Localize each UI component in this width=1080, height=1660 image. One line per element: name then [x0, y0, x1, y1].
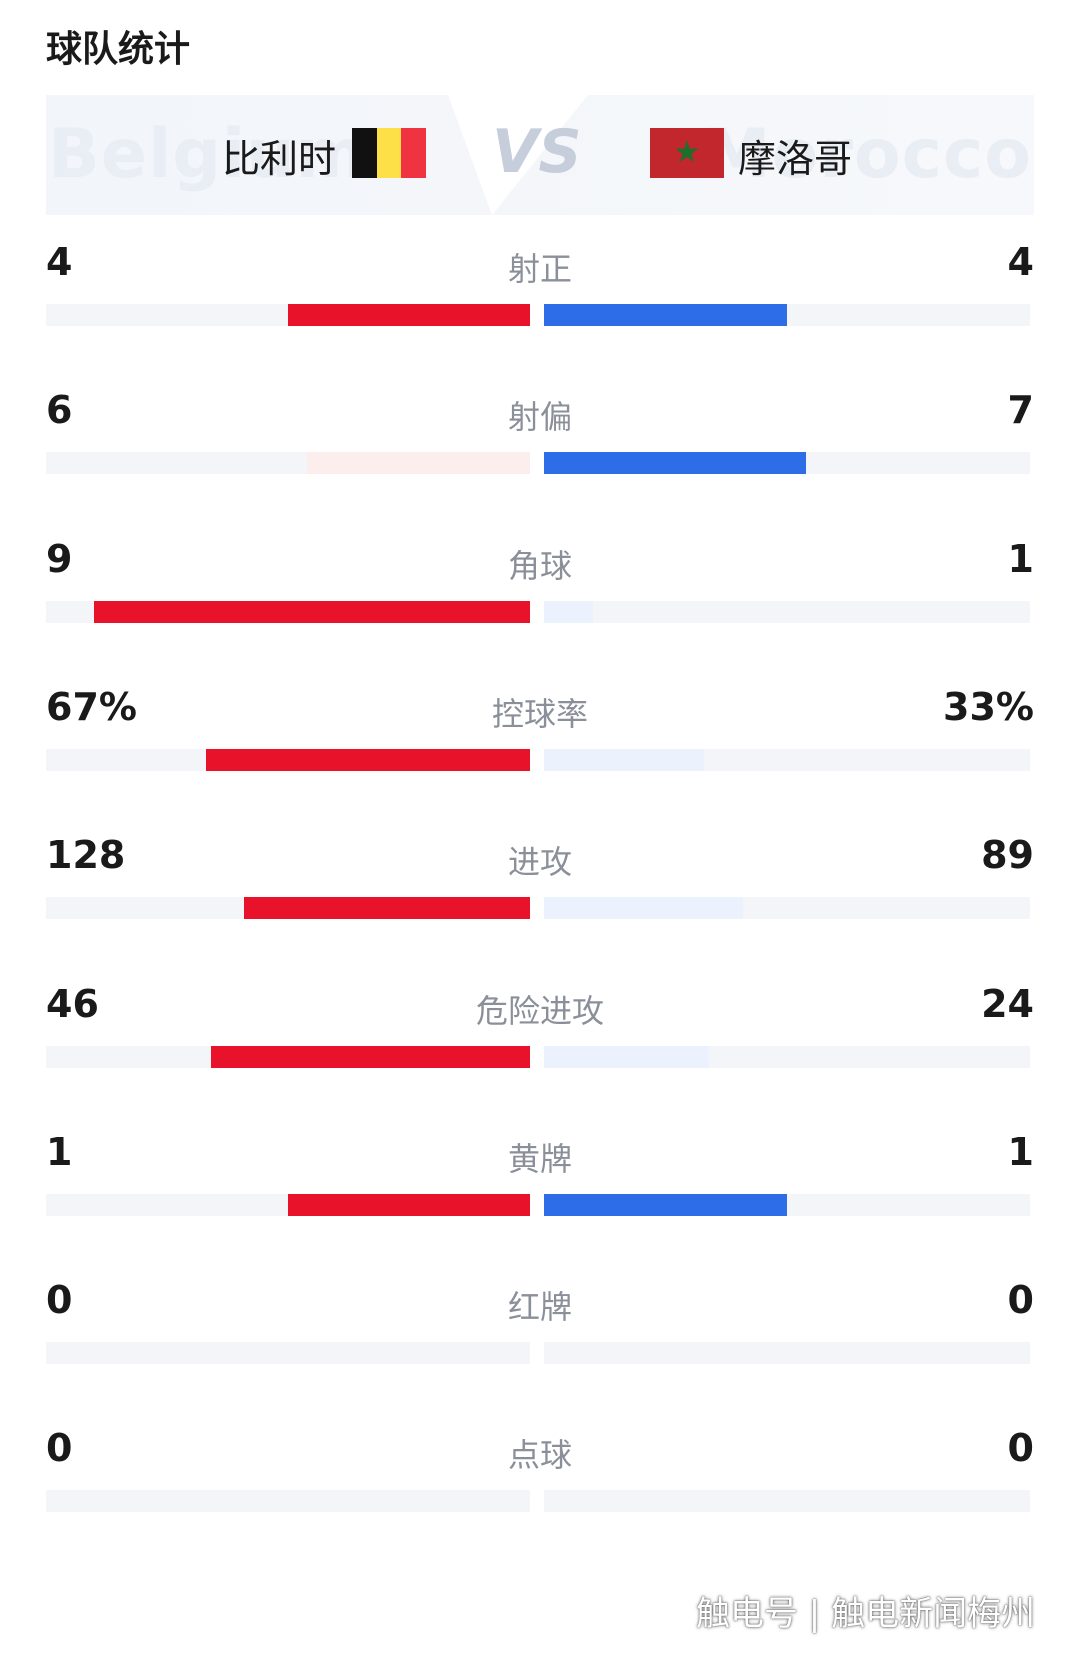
- stat-row: 46 危险进攻 24: [0, 982, 1080, 1102]
- stat-row: 1 黄牌 1: [0, 1130, 1080, 1250]
- away-bar-track: [544, 600, 1030, 623]
- home-stat-value: 128: [46, 833, 126, 878]
- stat-label: 射正: [507, 250, 572, 288]
- away-stat-value: 1: [1007, 1129, 1034, 1174]
- match-header: Belgium Morocco 比利时 VS ★ 摩洛哥: [0, 95, 1080, 215]
- away-bar-fill: [544, 452, 807, 475]
- away-bar-fill: [544, 304, 787, 326]
- away-bar-track: [544, 1342, 1030, 1365]
- home-bar-fill: [210, 1045, 530, 1068]
- away-stat-value: 7: [1007, 388, 1034, 433]
- stat-row: 4 射正 4: [0, 240, 1080, 360]
- away-stat-value: 24: [981, 981, 1034, 1026]
- home-bar-track: [46, 600, 530, 623]
- home-bar-fill: [244, 897, 530, 920]
- page-title: 球队统计: [46, 29, 191, 70]
- away-stat-value: 4: [1007, 240, 1034, 284]
- away-bar-fill: [544, 600, 593, 623]
- watermark: 触电号 | 触电新闻梅州: [696, 1594, 1036, 1634]
- home-stat-value: 67%: [46, 684, 137, 729]
- home-bar-fill: [307, 452, 530, 475]
- home-bar-fill: [288, 304, 530, 326]
- away-bar-track: [544, 897, 1030, 920]
- stat-label: 点球: [507, 1436, 572, 1475]
- stat-label: 危险进攻: [475, 991, 604, 1030]
- stat-label: 黄牌: [507, 1139, 572, 1178]
- morocco-flag-icon: ★: [650, 128, 724, 178]
- stat-label: 红牌: [507, 1288, 572, 1327]
- away-bar-track: [544, 1045, 1030, 1068]
- belgium-flag-icon: [352, 128, 426, 178]
- stat-label: 进攻: [507, 843, 572, 882]
- home-bar-track: [46, 1193, 530, 1216]
- home-team-name: 比利时: [222, 137, 337, 181]
- home-stat-value: 1: [46, 1129, 73, 1174]
- away-bar-fill: [544, 1045, 710, 1068]
- away-bar-track: [544, 1490, 1030, 1513]
- away-bar-fill: [544, 1193, 787, 1216]
- away-stat-value: 0: [1007, 1278, 1034, 1323]
- away-bar-fill: [544, 897, 744, 920]
- home-bar-track: [46, 1490, 530, 1513]
- stat-row: 67% 控球率 33%: [0, 685, 1080, 805]
- flag-stripe-black: [352, 128, 377, 178]
- home-bar-fill: [205, 748, 530, 771]
- away-stat-value: 1: [1007, 536, 1034, 581]
- star-icon: ★: [673, 135, 701, 170]
- home-stat-value: 46: [46, 981, 99, 1026]
- away-stat-value: 89: [981, 833, 1034, 878]
- away-stat-value: 0: [1007, 1426, 1034, 1471]
- vs-label: VS: [492, 117, 582, 187]
- home-stat-value: 4: [46, 240, 73, 284]
- home-stat-value: 0: [46, 1426, 73, 1471]
- home-bar-track: [46, 897, 530, 920]
- home-bar-track: [46, 748, 530, 771]
- home-bar-track: [46, 1045, 530, 1068]
- stat-row: 6 射偏 7: [0, 388, 1080, 508]
- stat-row: 0 红牌 0: [0, 1278, 1080, 1398]
- away-stat-value: 33%: [943, 684, 1034, 729]
- home-bar-fill: [94, 600, 530, 623]
- away-bar-track: [544, 1193, 1030, 1216]
- home-bar-fill: [288, 1193, 530, 1216]
- stat-row: 128 进攻 89: [0, 833, 1080, 953]
- home-stat-value: 6: [46, 388, 73, 433]
- away-bar-track: [544, 748, 1030, 771]
- away-team-name: 摩洛哥: [738, 137, 853, 181]
- away-bar-track: [544, 304, 1030, 326]
- stat-label: 角球: [507, 546, 572, 585]
- home-bar-track: [46, 452, 530, 475]
- home-bar-track: [46, 304, 530, 326]
- flag-stripe-yellow: [376, 128, 402, 178]
- away-bar-track: [544, 452, 1030, 475]
- flag-stripe-red: [401, 128, 426, 178]
- home-ghost-name: Belgium: [48, 115, 368, 194]
- home-stat-value: 0: [46, 1278, 73, 1323]
- stat-label: 控球率: [491, 694, 588, 733]
- home-stat-value: 9: [46, 536, 73, 581]
- home-bar-track: [46, 1342, 530, 1365]
- stat-row: 0 点球 0: [0, 1426, 1080, 1546]
- stat-label: 射偏: [507, 398, 572, 437]
- away-bar-fill: [544, 748, 705, 771]
- away-ghost-name: Morocco: [703, 115, 1032, 194]
- stat-row: 9 角球 1: [0, 537, 1080, 657]
